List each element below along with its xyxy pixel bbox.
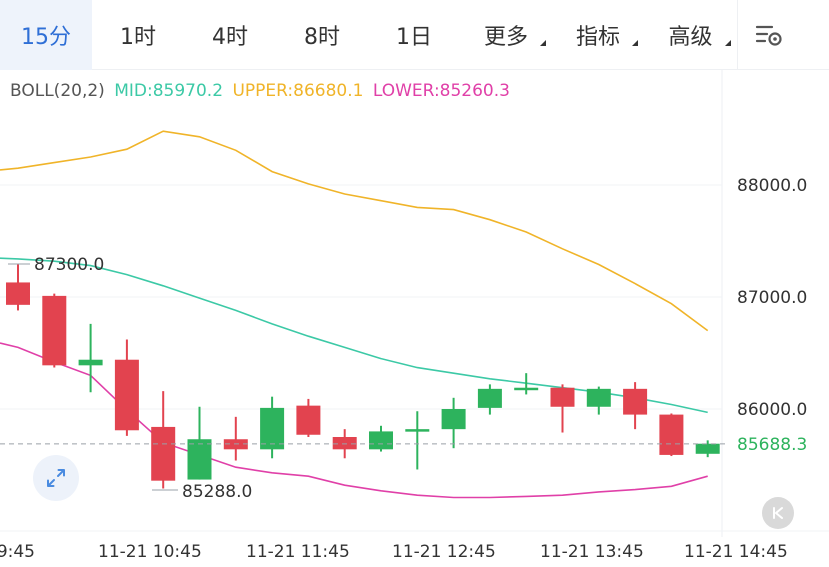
tab-label: 15分 (21, 24, 71, 50)
high-price-annotation: 87300.0 (34, 255, 104, 275)
boll-name: BOLL(20,2) (10, 81, 105, 101)
tab-timeframe-1[interactable]: 1时 (92, 0, 184, 70)
tab-label: 更多 (483, 24, 528, 50)
current-price-label-bg (727, 428, 829, 459)
candle-body (695, 443, 720, 454)
expand-chart-button[interactable] (33, 455, 79, 501)
boll-indicator-legend: BOLL(20,2) MID:85970.2 UPPER:86680.1 LOW… (10, 81, 514, 101)
boll-upper-line (0, 130, 709, 332)
candle-body (114, 359, 139, 431)
x-tick-label: 11-21 11:45 (246, 542, 350, 562)
candle-body (477, 388, 502, 408)
candle-body (659, 414, 684, 455)
candle-body (78, 359, 103, 366)
candle-body (586, 388, 611, 407)
candle-body (369, 431, 393, 450)
candle-body (623, 388, 648, 415)
skip-to-end-icon (773, 507, 783, 519)
dropdown-caret-icon (725, 39, 731, 46)
y-tick-label: 86000.0 (737, 400, 807, 420)
candle-body (296, 405, 321, 435)
tab-timeframe-0[interactable]: 15分 (0, 0, 92, 70)
candle-body (441, 409, 466, 430)
candlestick-chart[interactable]: 88000.0 87000.0 86000.0 85688.3 87300.0 85288… (0, 70, 829, 567)
dropdown-caret-icon (632, 39, 638, 46)
tab-label: 4时 (212, 24, 248, 50)
x-tick-label: 11-21 10:45 (98, 542, 202, 562)
x-tick-label: 09:45 (0, 542, 35, 562)
candle-body (332, 437, 357, 450)
boll-upper-value: UPPER:86680.1 (232, 81, 364, 101)
tab-timeframe-5[interactable]: 更多 (460, 0, 552, 70)
tab-label: 8时 (304, 24, 340, 50)
candle-body (151, 426, 176, 481)
low-price-annotation: 85288.0 (182, 482, 252, 502)
boll-mid-value: MID:85970.2 (114, 81, 224, 101)
candle-body (42, 295, 67, 366)
chart-settings-button[interactable] (737, 0, 800, 70)
x-tick-label: 11-21 12:45 (392, 542, 496, 562)
dropdown-caret-icon (540, 39, 546, 46)
boll-lower-value: LOWER:85260.3 (372, 81, 510, 101)
candle-body (187, 439, 212, 480)
tab-timeframe-3[interactable]: 8时 (276, 0, 368, 70)
boll-lower-line (0, 342, 708, 499)
current-price-label: 85688.3 (737, 435, 807, 455)
candle-body (6, 282, 30, 305)
tab-timeframe-2[interactable]: 4时 (184, 0, 276, 70)
y-tick-label: 87000.0 (737, 288, 807, 308)
y-tick-label: 88000.0 (737, 176, 807, 196)
x-tick-label: 11-21 14:45 (684, 542, 788, 562)
tab-label: 1时 (120, 24, 156, 50)
candle-body (260, 407, 285, 450)
candle-body (405, 429, 430, 432)
tab-timeframe-7[interactable]: 高级 (644, 0, 737, 70)
tab-label: 高级 (668, 24, 713, 50)
expand-icon (47, 469, 65, 487)
tab-label: 指标 (575, 24, 620, 50)
boll-mid-line (0, 257, 708, 414)
x-tick-label: 11-21 13:45 (540, 542, 644, 562)
chart-settings-icon (755, 25, 782, 46)
timeframe-toolbar: 15分 1时 4时 8时 1日 更多 指标 高级 (0, 0, 829, 70)
scroll-to-latest-button[interactable] (762, 497, 794, 529)
tab-timeframe-6[interactable]: 指标 (552, 0, 644, 70)
candle-body (550, 387, 575, 407)
tab-label: 1日 (396, 24, 432, 50)
candle-body (514, 387, 539, 391)
tab-timeframe-4[interactable]: 1日 (368, 0, 460, 70)
